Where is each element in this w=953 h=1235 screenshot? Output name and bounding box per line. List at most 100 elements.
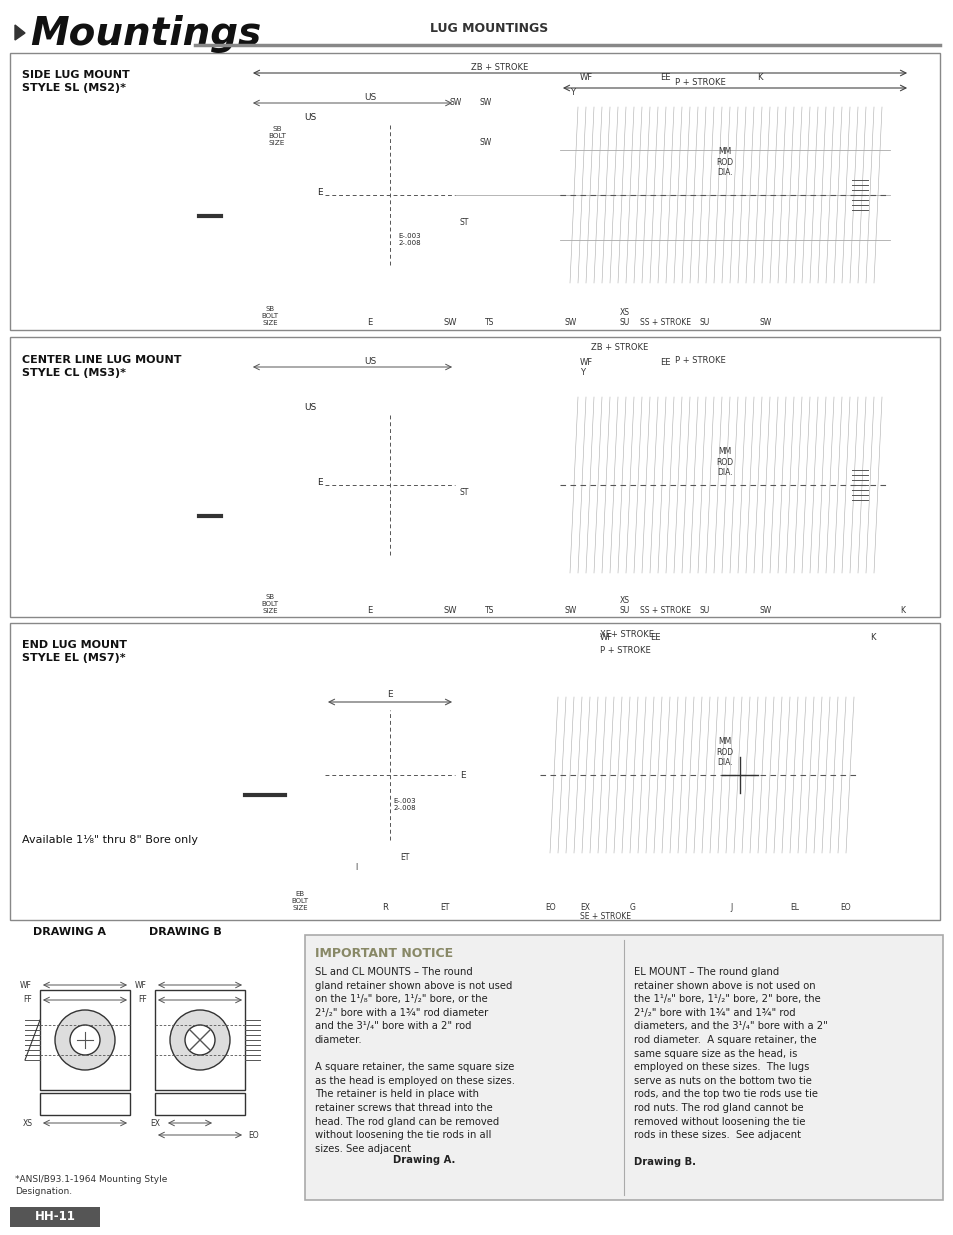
Bar (889, 473, 919, 496)
Text: E: E (316, 188, 322, 198)
Circle shape (368, 753, 412, 797)
Bar (305, 935, 942, 1200)
Text: HH-11: HH-11 (34, 1210, 75, 1224)
Text: Drawing A.: Drawing A. (393, 1155, 455, 1165)
Bar (40, 990, 130, 1091)
Text: SW: SW (564, 317, 577, 327)
Text: SL and CL MOUNTS – The round
gland retainer shown above is not used
on the 1¹/₈": SL and CL MOUNTS – The round gland retai… (314, 967, 515, 1153)
Text: END LUG MOUNT
STYLE EL (MS7)*: END LUG MOUNT STYLE EL (MS7)* (22, 640, 127, 663)
Text: LUG MOUNTINGS: LUG MOUNTINGS (430, 21, 548, 35)
Text: ET: ET (440, 903, 449, 911)
Text: WF: WF (579, 358, 593, 367)
Text: E-.003
2-.008: E-.003 2-.008 (394, 798, 416, 811)
Bar (225, 745, 254, 764)
Text: EO: EO (248, 1130, 258, 1140)
Text: SB
BOLT
SIZE: SB BOLT SIZE (261, 594, 278, 614)
Text: E: E (316, 478, 322, 487)
Text: ST: ST (459, 219, 469, 227)
Bar (115, 254, 135, 273)
Circle shape (335, 430, 444, 540)
Bar (859, 825, 884, 855)
Text: P + STROKE: P + STROKE (674, 78, 724, 86)
Text: FF: FF (23, 995, 31, 1004)
Text: US: US (304, 112, 315, 122)
Text: SW: SW (443, 606, 456, 615)
Circle shape (356, 162, 366, 172)
Bar (10, 1207, 100, 1228)
Text: FF: FF (138, 995, 147, 1004)
Bar (225, 840, 254, 860)
Text: I: I (355, 863, 356, 872)
Circle shape (413, 452, 423, 462)
Text: DRAWING B: DRAWING B (149, 927, 221, 937)
Text: Mountings: Mountings (30, 15, 261, 53)
Text: EX: EX (150, 1119, 160, 1128)
Text: ET: ET (399, 853, 409, 862)
Text: P + STROKE: P + STROKE (599, 646, 650, 655)
Circle shape (182, 207, 198, 224)
Bar (181, 172, 199, 261)
Bar (45, 254, 65, 273)
Text: SU: SU (619, 317, 630, 327)
Bar (154, 990, 245, 1091)
Text: SS + STROKE: SS + STROKE (639, 606, 690, 615)
Text: *ANSI/B93.1-1964 Mounting Style
Designation.: *ANSI/B93.1-1964 Mounting Style Designat… (15, 1174, 167, 1195)
Bar (325, 710, 455, 840)
Circle shape (335, 140, 444, 249)
Circle shape (361, 457, 417, 513)
Text: EO: EO (840, 903, 850, 911)
Circle shape (356, 219, 366, 228)
Text: WF: WF (135, 981, 147, 989)
Bar (559, 395, 889, 576)
Bar (115, 555, 135, 573)
Text: Y: Y (579, 368, 584, 377)
Circle shape (55, 1010, 115, 1070)
Circle shape (429, 724, 440, 736)
Bar (10, 337, 939, 618)
Text: TS: TS (485, 606, 495, 615)
Text: MM
ROD
DIA.: MM ROD DIA. (716, 447, 733, 477)
Text: XE+ STROKE: XE+ STROKE (599, 630, 654, 638)
Bar (154, 1093, 245, 1115)
Text: WF: WF (599, 634, 613, 642)
Text: US: US (363, 357, 375, 366)
Text: IMPORTANT NOTICE: IMPORTANT NOTICE (314, 947, 453, 960)
Circle shape (170, 1010, 230, 1070)
Text: E: E (387, 690, 393, 699)
Text: WF: WF (20, 981, 31, 989)
Text: ST: ST (459, 488, 469, 496)
Circle shape (377, 473, 401, 496)
Text: G: G (629, 903, 636, 911)
Text: K: K (757, 73, 762, 82)
Bar (45, 555, 65, 573)
Text: US: US (304, 403, 315, 412)
Bar (225, 740, 245, 850)
Bar (325, 125, 455, 266)
Bar (559, 105, 889, 285)
Text: SS + STROKE: SS + STROKE (639, 317, 690, 327)
Text: CENTER LINE LUG MOUNT
STYLE CL (MS3)*: CENTER LINE LUG MOUNT STYLE CL (MS3)* (22, 354, 181, 378)
Text: MM
ROD
DIA.: MM ROD DIA. (716, 147, 733, 177)
Text: EB
BOLT
SIZE: EB BOLT SIZE (291, 890, 308, 911)
Text: SW: SW (479, 138, 492, 147)
Text: E: E (367, 317, 373, 327)
Text: SW: SW (760, 606, 771, 615)
Bar (25, 477, 181, 555)
Circle shape (338, 814, 351, 826)
Bar (10, 53, 939, 330)
Circle shape (361, 167, 417, 224)
Text: US: US (363, 93, 375, 103)
Text: Y: Y (569, 88, 575, 98)
Circle shape (185, 1025, 214, 1055)
Text: EE: EE (659, 73, 670, 82)
Text: J: J (729, 903, 732, 911)
Circle shape (379, 764, 399, 785)
Circle shape (338, 724, 351, 736)
Text: SU: SU (700, 317, 709, 327)
Circle shape (413, 509, 423, 519)
Circle shape (721, 757, 758, 793)
Circle shape (70, 1025, 100, 1055)
Text: XS: XS (619, 308, 629, 317)
Bar (889, 183, 919, 207)
Circle shape (413, 162, 423, 172)
